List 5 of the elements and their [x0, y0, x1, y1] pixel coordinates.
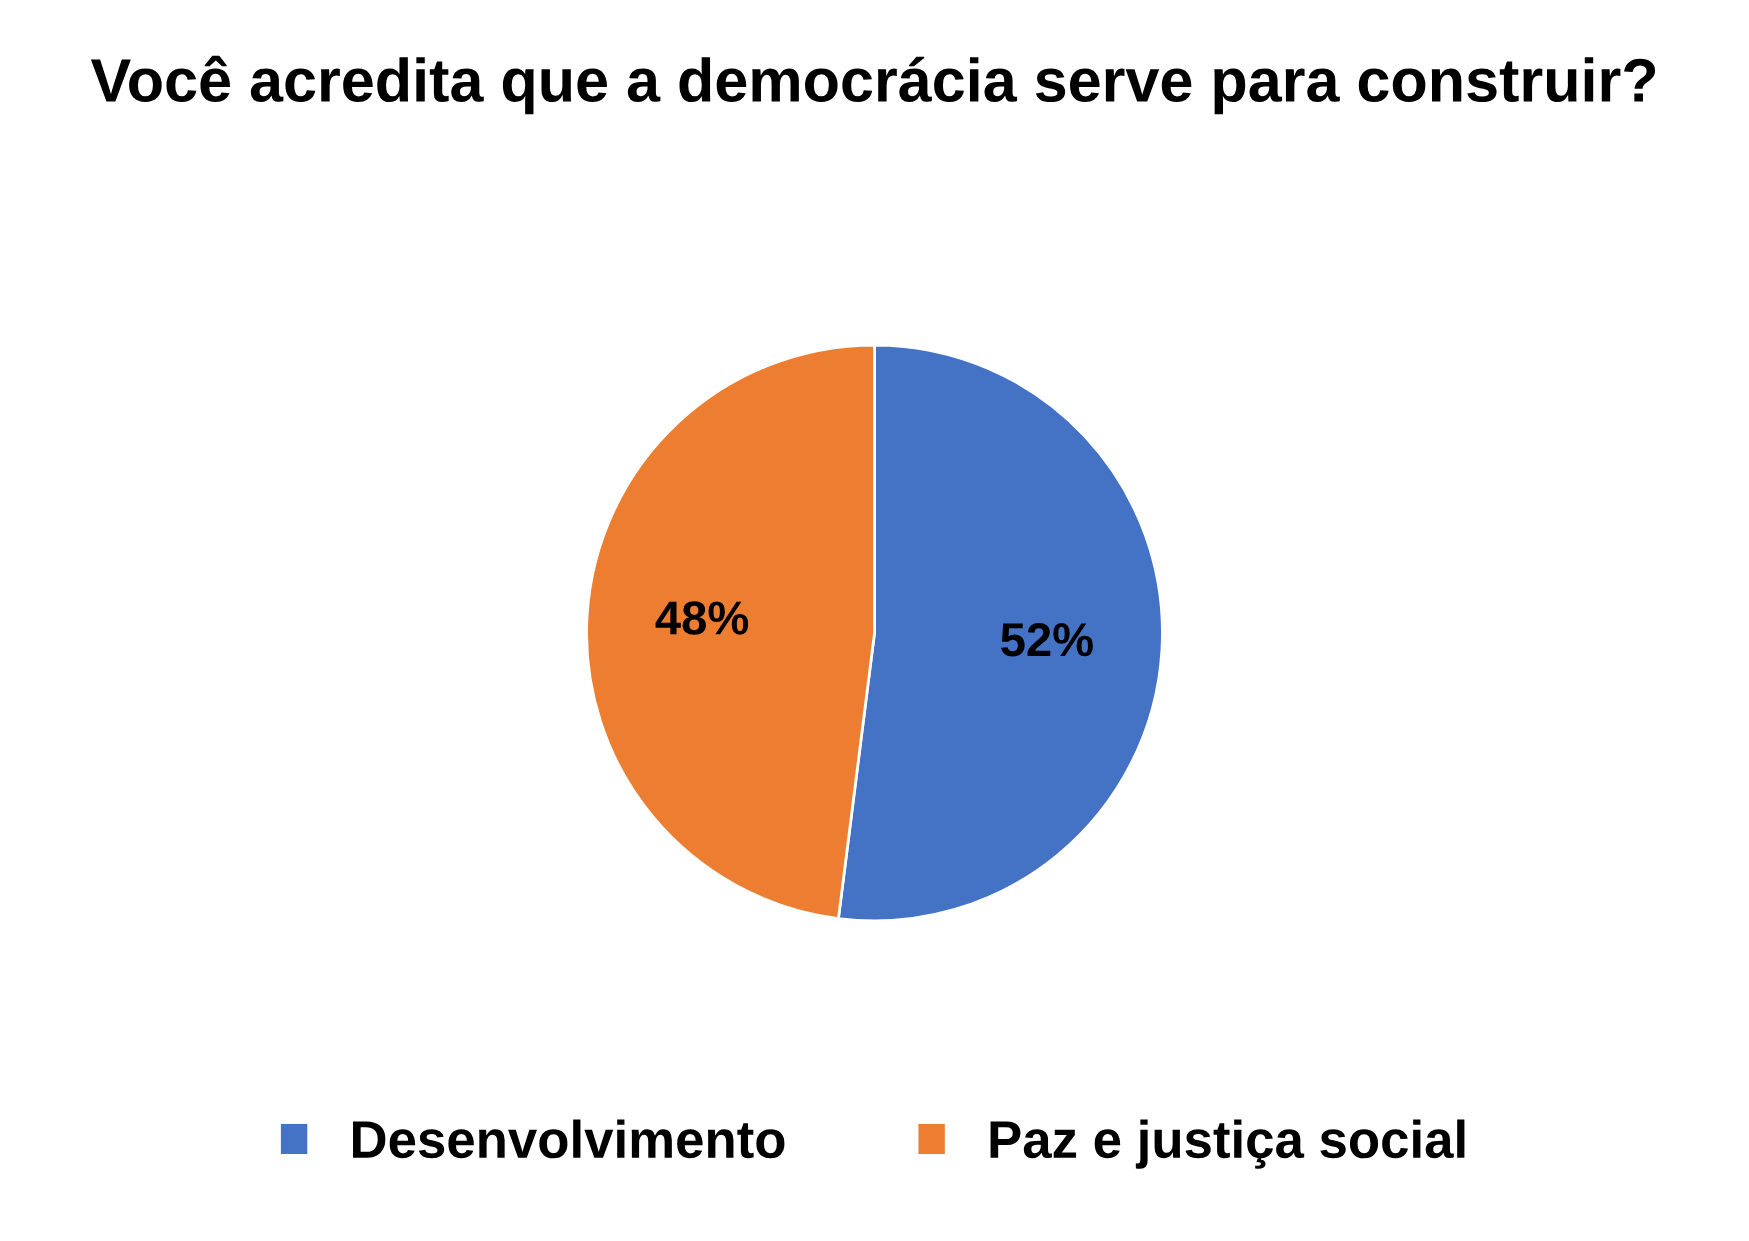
chart-title: Você acredita que a democrácia serve para construir? [90, 55, 1656, 115]
legend-label: Paz e justiça social [990, 1119, 1465, 1169]
legend-label: Desenvolvimento [353, 1119, 785, 1159]
data-label: 48% [655, 601, 749, 635]
data-label: 52% [1001, 622, 1093, 657]
